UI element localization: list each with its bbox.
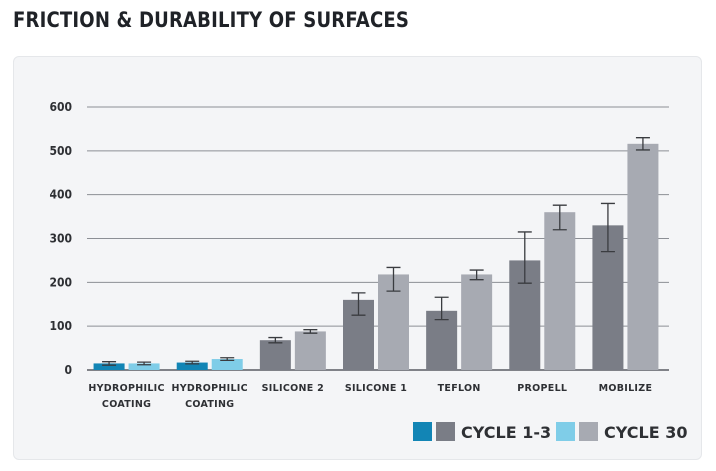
x-tick-label-6-0: MOBILIZE <box>599 383 653 394</box>
error-bar-cycle-30-6 <box>635 137 650 151</box>
y-tick-label-300: 300 <box>49 232 72 246</box>
error-bar-cycle-1-3-3 <box>351 292 366 316</box>
error-bar-cycle-1-3-2 <box>268 336 283 344</box>
y-tick-label-200: 200 <box>49 275 72 289</box>
bar-cycle-1-3-4 <box>426 310 458 370</box>
legend-swatch-3 <box>579 422 598 441</box>
error-bar-cycle-1-3-6 <box>600 202 615 253</box>
error-bar-cycle-30-5 <box>552 204 567 231</box>
x-tick-label-2-0: SILICONE 2 <box>262 383 324 394</box>
bar-cycle-1-3-2 <box>259 340 291 370</box>
bar-cycle-30-0 <box>128 363 160 370</box>
legend-label-3: CYCLE 30 <box>604 423 687 442</box>
bar-cycle-1-3-1 <box>176 362 208 370</box>
y-tick-label-400: 400 <box>49 188 72 202</box>
legend-swatch-0 <box>413 422 432 441</box>
bar-cycle-1-3-0 <box>93 363 125 370</box>
error-bar-cycle-30-1 <box>220 357 235 362</box>
x-tick-label-3-0: SILICONE 1 <box>345 383 407 394</box>
x-tick-label-1-0: HYDROPHILIC <box>172 383 248 394</box>
error-bar-cycle-1-3-5 <box>517 231 532 284</box>
error-bar-cycle-1-3-4 <box>434 296 449 321</box>
y-tick-label-100: 100 <box>49 319 72 333</box>
error-bar-cycle-30-3 <box>386 266 401 292</box>
error-bar-cycle-30-4 <box>469 269 484 281</box>
bar-cycle-30-4 <box>461 274 493 370</box>
bar-cycle-30-1 <box>211 359 243 370</box>
legend-swatch-1 <box>436 422 455 441</box>
error-bar-cycle-1-3-1 <box>185 360 200 365</box>
legend-label-1: CYCLE 1-3 <box>461 423 551 442</box>
bar-cycle-30-5 <box>544 212 576 370</box>
x-tick-label-5-0: PROPELL <box>517 383 567 394</box>
bar-cycle-30-6 <box>627 143 659 370</box>
page-title: FRICTION & DURABILITY OF SURFACES <box>13 8 410 32</box>
y-tick-label-0: 0 <box>64 363 72 377</box>
x-tick-label-4-0: TEFLON <box>438 383 481 394</box>
bar-cycle-30-2 <box>294 331 326 370</box>
x-tick-label-0-0: HYDROPHILIC <box>88 383 164 394</box>
error-bar-cycle-30-0 <box>137 361 152 366</box>
error-bar-cycle-30-2 <box>303 329 318 334</box>
x-tick-label-0-1: COATING <box>102 399 151 410</box>
x-tick-label-1-1: COATING <box>185 399 234 410</box>
chart-card <box>13 56 702 460</box>
legend-swatch-2 <box>556 422 575 441</box>
y-tick-label-500: 500 <box>49 144 72 158</box>
y-tick-label-600: 600 <box>49 100 72 114</box>
error-bar-cycle-1-3-0 <box>102 361 117 366</box>
